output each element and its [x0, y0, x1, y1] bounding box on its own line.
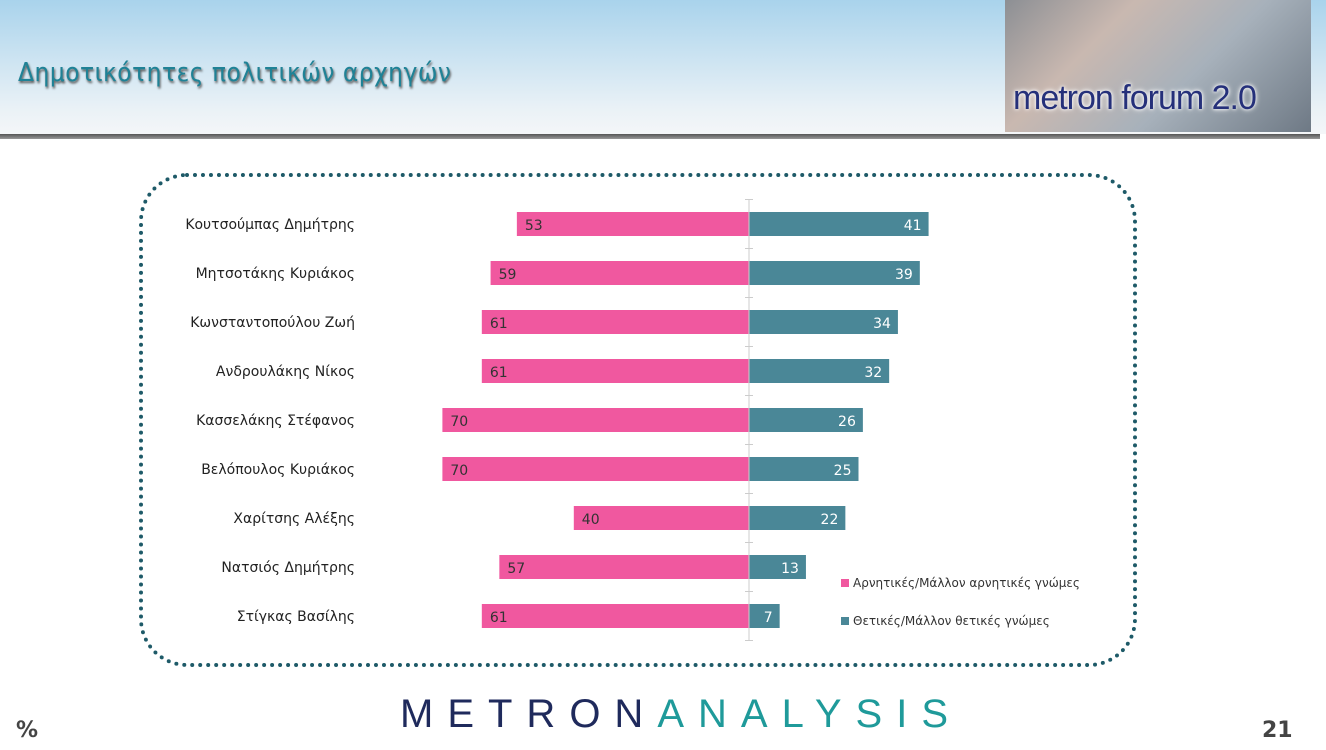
- bar-positive: [749, 310, 898, 334]
- data-label-negative: 70: [450, 463, 468, 479]
- legend-label: Θετικές/Μάλλον θετικές γνώμες: [853, 614, 1050, 628]
- metron-analysis-logo: METRONANALYSIS: [400, 692, 962, 737]
- category-label: Βελόπουλος Κυριάκος: [201, 462, 355, 478]
- bar-positive: [749, 359, 890, 383]
- data-label-negative: 57: [507, 561, 525, 577]
- bar-negative: [499, 555, 749, 579]
- page-title: Δημοτικότητες πολιτικών αρχηγών: [18, 58, 452, 88]
- percent-sign: %: [16, 718, 39, 743]
- category-label: Κουτσούμπας Δημήτρης: [185, 217, 355, 233]
- bar-negative: [490, 261, 749, 285]
- category-label: Χαρίτσης Αλέξης: [233, 511, 355, 527]
- brand-part2: ANALYSIS: [657, 692, 963, 736]
- category-label: Κασσελάκης Στέφανος: [196, 413, 355, 429]
- category-label: Μητσοτάκης Κυριάκος: [196, 266, 355, 282]
- category-label: Ανδρουλάκης Νίκος: [216, 364, 355, 380]
- logo-text: metron forum 2.0: [1013, 79, 1257, 117]
- bar-positive: [749, 604, 780, 628]
- bar-positive: [749, 457, 859, 481]
- bar-negative: [481, 310, 749, 334]
- data-label-negative: 61: [490, 365, 508, 381]
- bar-negative: [442, 408, 749, 432]
- data-label-negative: 61: [490, 316, 508, 332]
- metron-forum-logo: metron forum 2.0: [1005, 0, 1311, 132]
- data-label-negative: 70: [450, 414, 468, 430]
- data-label-positive: 22: [821, 512, 839, 528]
- bar-positive: [749, 212, 929, 236]
- data-label-positive: 32: [864, 365, 882, 381]
- data-label-positive: 7: [764, 610, 773, 626]
- data-label-positive: 13: [781, 561, 799, 577]
- data-label-negative: 53: [525, 218, 543, 234]
- category-label: Κωνσταντοπούλου Ζωή: [190, 315, 355, 331]
- legend-label: Αρνητικές/Μάλλον αρνητικές γνώμες: [853, 576, 1080, 590]
- data-label-positive: 26: [838, 414, 856, 430]
- bar-positive: [749, 506, 846, 530]
- page-number: 21: [1262, 718, 1293, 743]
- brand-part1: METRON: [400, 692, 658, 736]
- data-label-positive: 25: [834, 463, 852, 479]
- bar-positive: [749, 408, 863, 432]
- data-label-negative: 40: [582, 512, 600, 528]
- bar-negative: [516, 212, 749, 236]
- header-divider: [0, 134, 1320, 139]
- data-label-positive: 41: [904, 218, 922, 234]
- legend-swatch: [841, 579, 849, 587]
- bar-positive: [749, 555, 806, 579]
- bar-negative: [481, 604, 749, 628]
- bar-negative: [442, 457, 749, 481]
- data-label-positive: 34: [873, 316, 891, 332]
- category-label: Στίγκας Βασίλης: [237, 609, 355, 625]
- chart-frame: [139, 173, 1137, 667]
- data-label-negative: 61: [490, 610, 508, 626]
- data-label-negative: 59: [499, 267, 517, 283]
- legend-swatch: [841, 617, 849, 625]
- bar-negative: [481, 359, 749, 383]
- category-label: Νατσιός Δημήτρης: [221, 560, 355, 576]
- bar-positive: [749, 261, 920, 285]
- data-label-positive: 39: [895, 267, 913, 283]
- bar-negative: [573, 506, 749, 530]
